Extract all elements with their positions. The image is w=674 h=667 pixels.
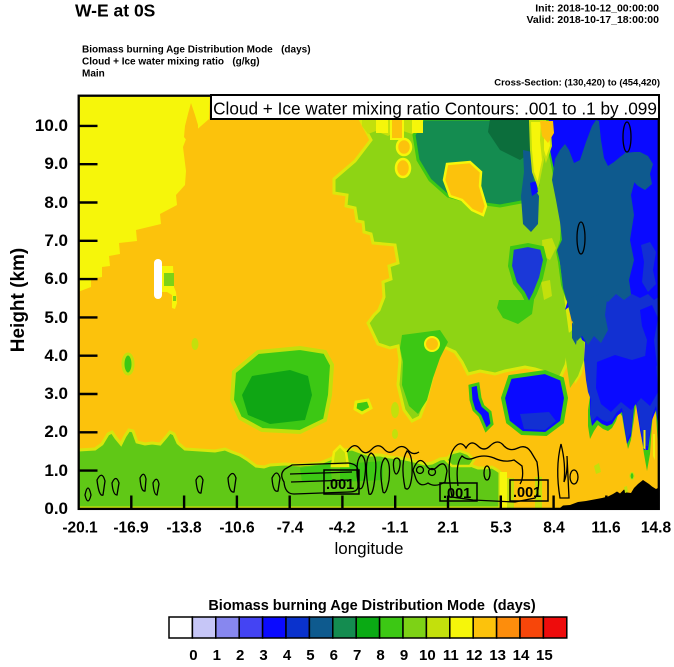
svg-text:1.0: 1.0 xyxy=(44,461,68,480)
svg-text:14: 14 xyxy=(513,647,530,664)
svg-text:-13.8: -13.8 xyxy=(166,520,202,537)
svg-text:11: 11 xyxy=(443,647,459,664)
svg-text:5: 5 xyxy=(306,647,314,664)
svg-text:3.0: 3.0 xyxy=(44,384,68,403)
svg-text:5.3: 5.3 xyxy=(490,520,512,537)
svg-text:3: 3 xyxy=(259,647,267,664)
svg-text:7: 7 xyxy=(353,647,361,664)
svg-text:Cloud + Ice water mixing ratio: Cloud + Ice water mixing ratio Contours:… xyxy=(213,99,657,119)
svg-text:7.0: 7.0 xyxy=(44,231,68,250)
svg-text:10: 10 xyxy=(419,647,436,664)
svg-text:8: 8 xyxy=(376,647,384,664)
svg-text:2.0: 2.0 xyxy=(44,422,68,441)
svg-text:.001: .001 xyxy=(443,486,471,502)
svg-text:11.6: 11.6 xyxy=(591,520,621,537)
svg-text:W-E at 0S: W-E at 0S xyxy=(75,1,155,21)
svg-text:.001: .001 xyxy=(326,477,354,493)
svg-text:-10.6: -10.6 xyxy=(219,520,255,537)
svg-text:9.0: 9.0 xyxy=(44,154,68,173)
svg-text:1: 1 xyxy=(213,647,221,664)
svg-text:5.0: 5.0 xyxy=(44,308,68,327)
svg-text:6.0: 6.0 xyxy=(44,269,68,288)
svg-text:13: 13 xyxy=(489,647,506,664)
svg-text:9: 9 xyxy=(400,647,408,664)
svg-text:Cloud + Ice water mixing ratio: Cloud + Ice water mixing ratio (g/kg) xyxy=(82,57,260,68)
svg-text:Main: Main xyxy=(82,69,105,80)
svg-text:4.0: 4.0 xyxy=(44,346,68,365)
svg-text:Height (km): Height (km) xyxy=(8,248,29,353)
svg-text:4: 4 xyxy=(283,647,292,664)
svg-text:8.0: 8.0 xyxy=(44,193,68,212)
svg-text:14.8: 14.8 xyxy=(641,520,672,537)
svg-text:0.0: 0.0 xyxy=(44,499,68,518)
svg-text:Biomass burning Age Distributi: Biomass burning Age Distribution Mode (d… xyxy=(82,45,311,56)
svg-text:Valid: 2018-10-17_18:00:00: Valid: 2018-10-17_18:00:00 xyxy=(526,14,659,26)
svg-text:12: 12 xyxy=(466,647,483,664)
svg-text:longitude: longitude xyxy=(334,539,403,558)
svg-text:-7.4: -7.4 xyxy=(277,520,304,537)
svg-text:-4.2: -4.2 xyxy=(329,520,356,537)
svg-text:Cross-Section: (130,420) to (4: Cross-Section: (130,420) to (454,420) xyxy=(494,78,660,89)
svg-text:8.4: 8.4 xyxy=(543,520,565,537)
svg-text:Init: 2018-10-12_00:00:00: Init: 2018-10-12_00:00:00 xyxy=(535,3,659,15)
svg-text:2.1: 2.1 xyxy=(437,520,459,537)
svg-text:15: 15 xyxy=(536,647,553,664)
svg-text:10.0: 10.0 xyxy=(35,116,68,135)
svg-text:2: 2 xyxy=(236,647,244,664)
svg-text:-20.1: -20.1 xyxy=(62,520,98,537)
svg-text:0: 0 xyxy=(189,647,197,664)
svg-text:-16.9: -16.9 xyxy=(113,520,149,537)
svg-text:.001: .001 xyxy=(513,485,541,501)
svg-text:6: 6 xyxy=(330,647,338,664)
svg-text:Biomass burning Age Distributi: Biomass burning Age Distribution Mode (d… xyxy=(208,598,536,614)
svg-text:-1.1: -1.1 xyxy=(382,520,409,537)
